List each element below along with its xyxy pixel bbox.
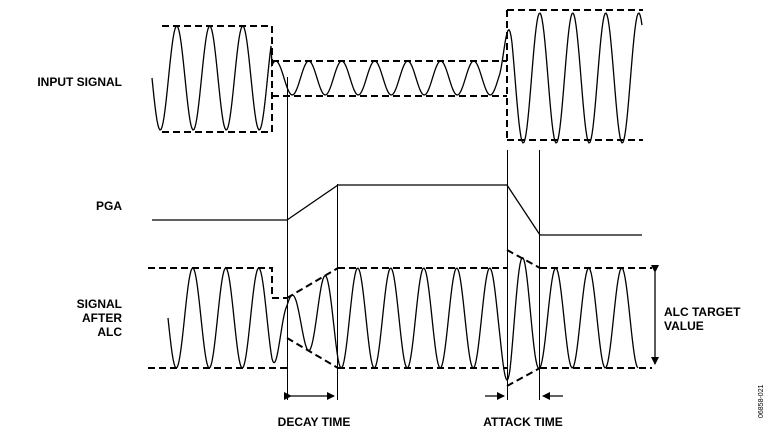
signal-after-alc-label-line2: AFTER [82, 311, 122, 325]
signal-after-alc-label-line1: SIGNAL [77, 297, 122, 311]
alc-target-value-label-line2: VALUE [664, 319, 704, 333]
pga-label: PGA [96, 199, 122, 213]
input-envelope-small [272, 60, 507, 97]
pga-gain-trace [152, 184, 642, 236]
signal-after-alc-label-line3: ALC [97, 325, 122, 339]
output-envelope-final [540, 267, 652, 369]
decay-time-label: DECAY TIME [278, 415, 351, 429]
signal-after-alc-waveform [167, 257, 639, 382]
input-envelope-large [162, 25, 273, 133]
input-signal-label: INPUT SIGNAL [37, 75, 122, 89]
alc-target-value-label-line1: ALC TARGET [664, 305, 741, 319]
output-envelope-decay [286, 267, 339, 369]
output-envelope-attack [506, 249, 541, 387]
output-envelope-initial [148, 267, 287, 369]
output-envelope-target [338, 267, 507, 369]
input-signal-waveform [151, 12, 643, 144]
attack-time-label: ATTACK TIME [483, 415, 563, 429]
figure-id: 06858-021 [758, 384, 765, 418]
